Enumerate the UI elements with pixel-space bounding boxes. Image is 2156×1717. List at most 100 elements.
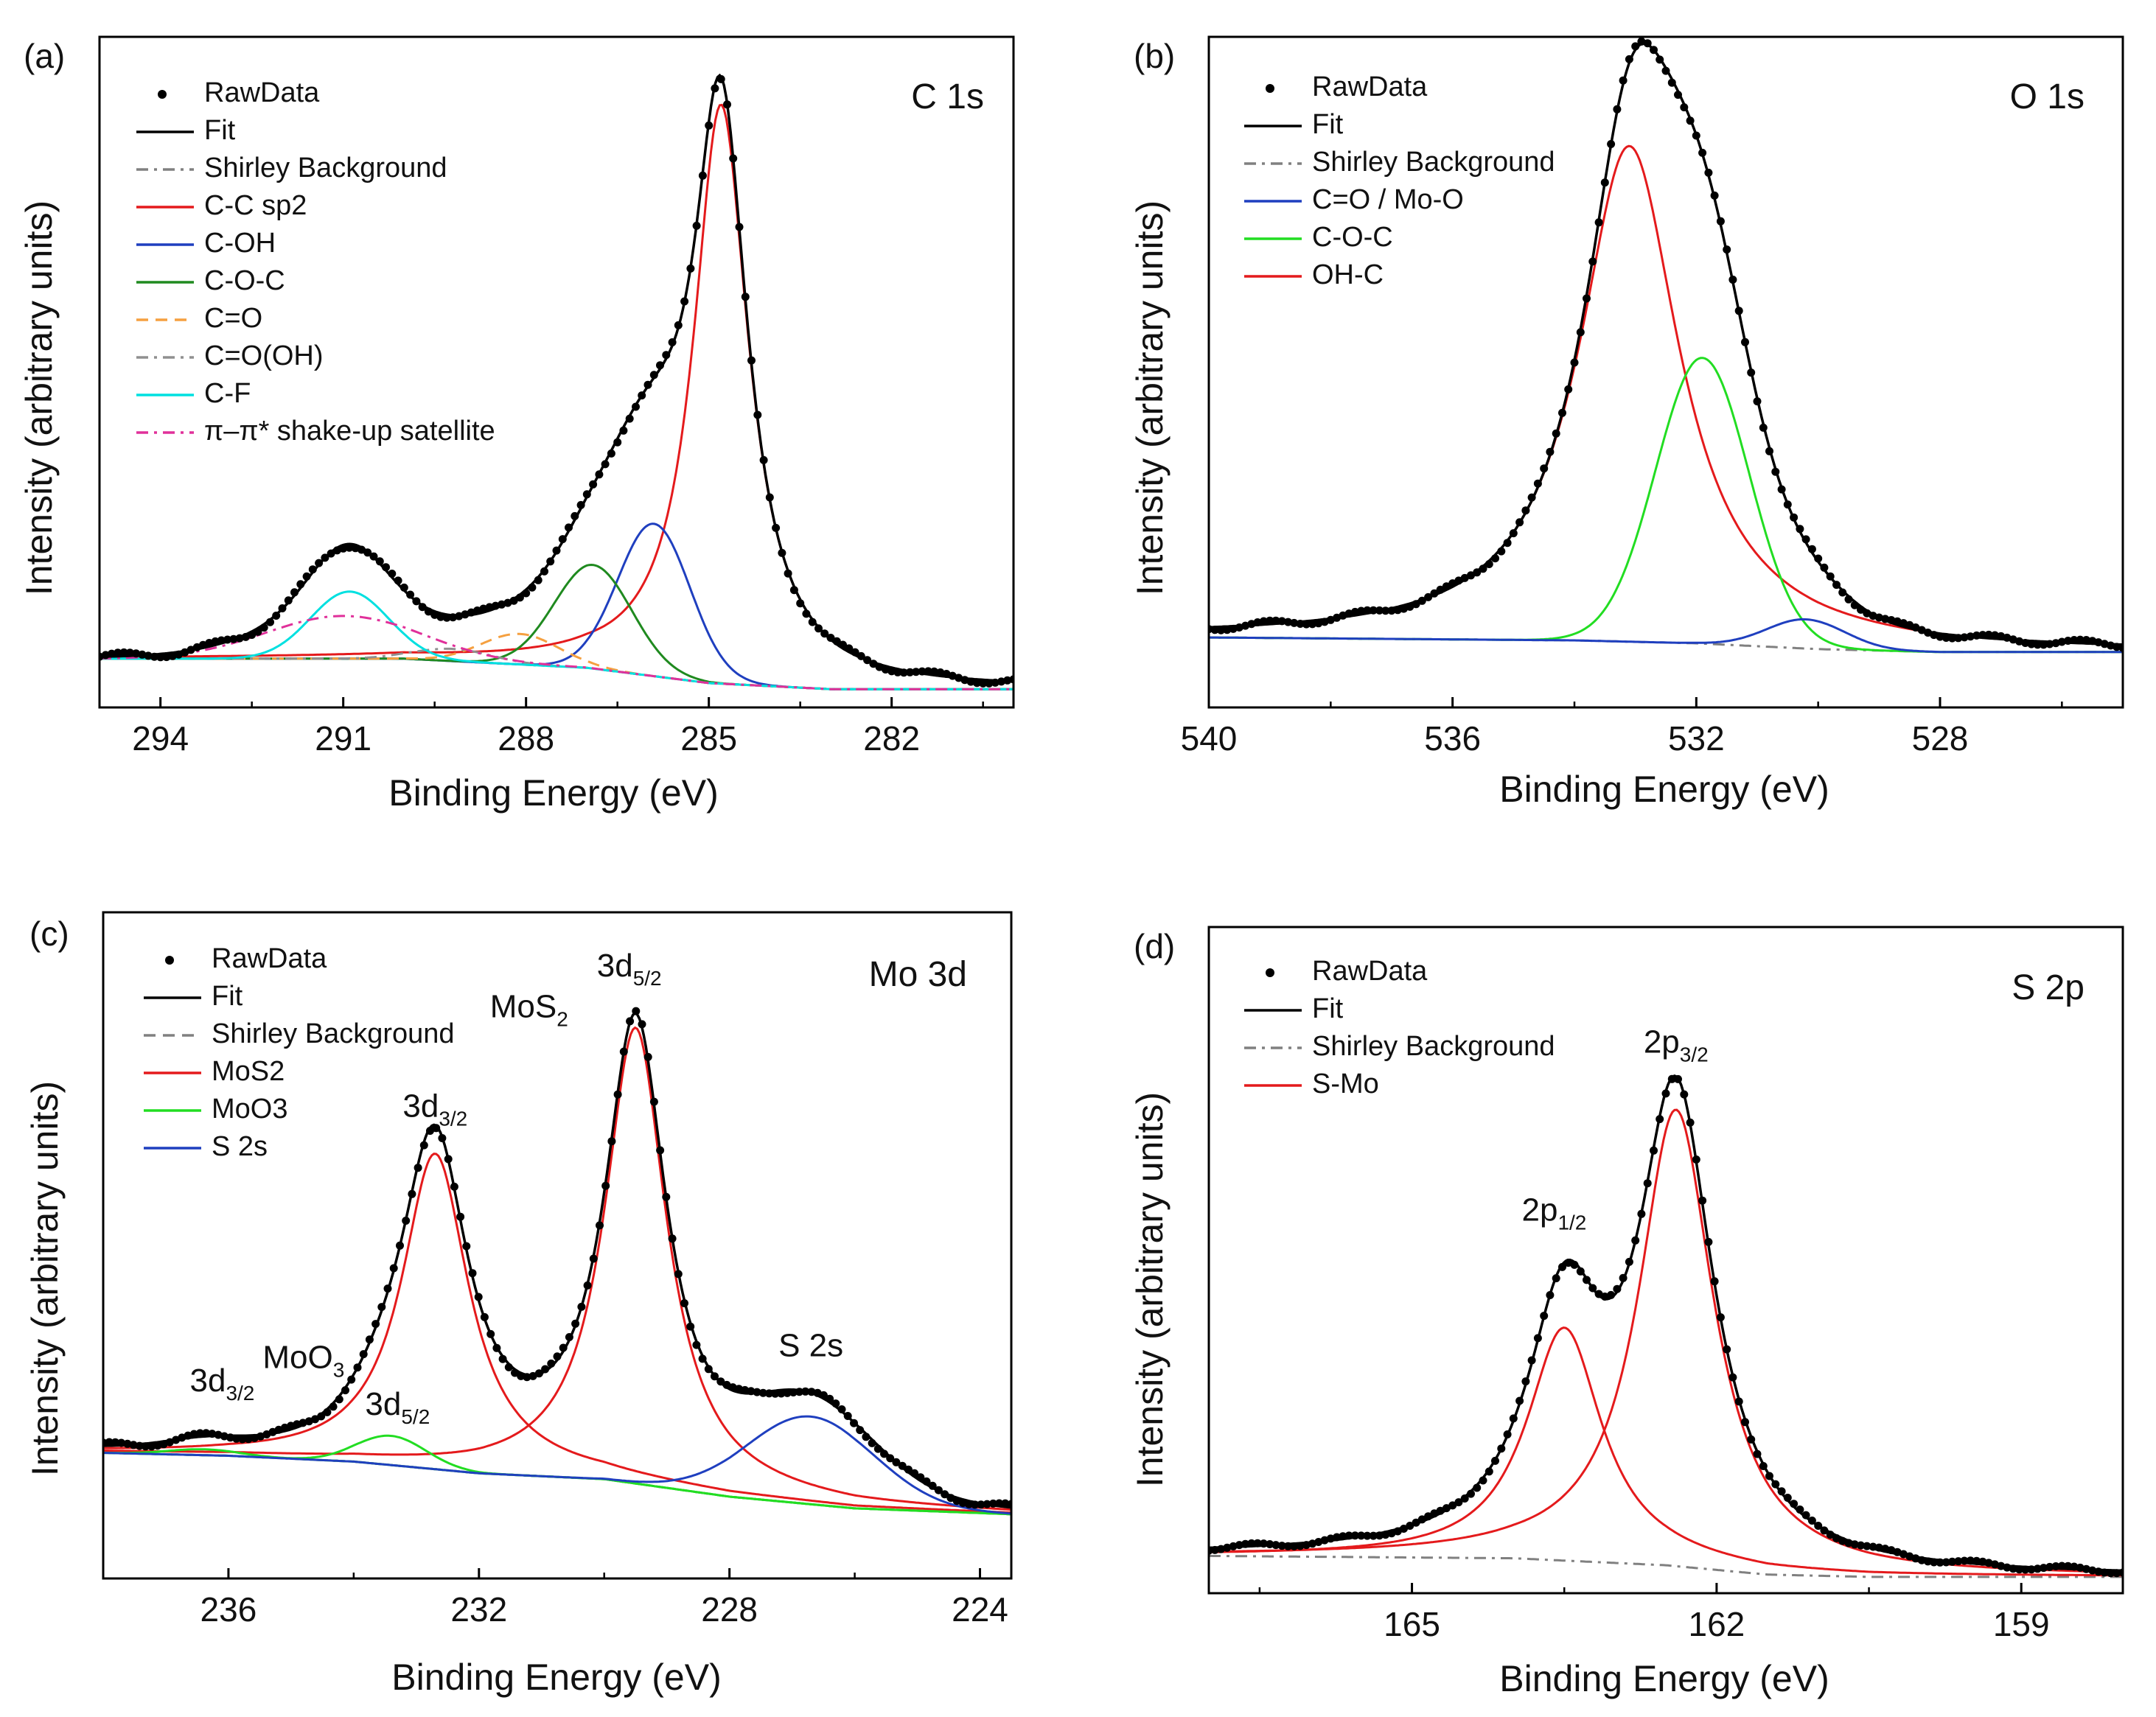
raw-data-point (208, 1430, 217, 1438)
raw-data-point (1387, 606, 1396, 615)
raw-data-point (886, 1454, 895, 1463)
raw-data-point (1972, 631, 1981, 640)
raw-data-point (1503, 539, 1512, 548)
raw-data-point (217, 636, 226, 645)
raw-data-point (1911, 1554, 1920, 1563)
raw-data-point (382, 563, 390, 572)
raw-data-point (1972, 1556, 1981, 1565)
raw-data-point (119, 648, 128, 657)
raw-data-point (656, 1146, 665, 1155)
raw-data-point (1930, 631, 1939, 640)
legend-item-fit: Fit (1244, 109, 1344, 140)
annotation-main: MoO (262, 1340, 332, 1376)
raw-data-point (290, 588, 299, 597)
raw-data-point (928, 1481, 937, 1490)
raw-data-point (716, 1377, 725, 1386)
raw-data-point (1363, 606, 1372, 615)
raw-data-point (582, 490, 591, 499)
raw-data-point (1594, 1290, 1603, 1298)
raw-data-point (565, 1333, 573, 1341)
raw-data-point (892, 1458, 901, 1466)
raw-data-point (1491, 1456, 1499, 1465)
raw-data-point (643, 380, 652, 389)
raw-data-point (1850, 1540, 1859, 1549)
raw-data-point (377, 1303, 386, 1312)
raw-data-point (1807, 1517, 1816, 1525)
raw-data-point (1497, 547, 1506, 556)
raw-data-point (686, 1322, 695, 1331)
raw-data-point (1643, 1179, 1652, 1188)
component-line-c-o-c (1209, 357, 2123, 654)
raw-data-point (347, 1375, 356, 1384)
plot-frame (1207, 926, 2124, 1595)
raw-data-point (1826, 1531, 1835, 1539)
fit-line (103, 1011, 1011, 1509)
annotation-main: 3d (402, 1088, 439, 1125)
raw-data-point (111, 1438, 119, 1447)
component-line-c-o-mo-o (1209, 618, 2123, 654)
raw-data-point (388, 570, 397, 578)
raw-data-point (1656, 55, 1664, 64)
raw-data-point (2088, 637, 2097, 646)
raw-data-point (351, 544, 360, 553)
raw-data-point (1491, 554, 1499, 563)
raw-data-point (2100, 640, 2109, 648)
raw-data-point (705, 121, 714, 130)
raw-data-point (1546, 1291, 1555, 1299)
raw-data-point (1997, 632, 2006, 640)
raw-data-point (1473, 568, 1482, 577)
raw-data-point (408, 1189, 416, 1198)
raw-data-point (232, 1434, 241, 1443)
raw-data-point (1381, 606, 1390, 615)
raw-data-point (2082, 1564, 2090, 1573)
legend-label: RawData (1312, 956, 1428, 987)
raw-data-point (922, 1477, 931, 1486)
plot-frame (98, 35, 1015, 709)
raw-data-point (214, 1430, 223, 1439)
raw-data-point (1820, 1526, 1829, 1535)
plot-area (1209, 37, 2123, 654)
raw-data-point (1844, 1539, 1853, 1548)
raw-data-point (795, 1388, 803, 1396)
raw-data-point (1308, 1539, 1316, 1548)
peak-annotation: 3d3/2 (189, 1363, 254, 1405)
raw-data-point (1881, 1545, 1890, 1553)
raw-data-point (2057, 1562, 2066, 1570)
raw-data-point (394, 576, 402, 585)
raw-data-point (1948, 1557, 1956, 1566)
raw-data-point (1290, 618, 1299, 627)
raw-data-point (1001, 1499, 1010, 1508)
raw-data-point (906, 668, 914, 676)
annotation-subscript: 5/2 (401, 1405, 430, 1428)
raw-data-point (1210, 1545, 1219, 1554)
peak-annotation: S 2s (778, 1328, 843, 1364)
raw-data-point (832, 637, 841, 646)
raw-data-point (747, 356, 756, 365)
raw-data-point (2040, 640, 2048, 649)
peak-annotation: 2p1/2 (1521, 1192, 1586, 1234)
raw-data-point (692, 1340, 701, 1349)
raw-data-point (1442, 582, 1451, 591)
raw-data-point (753, 1388, 761, 1396)
x-tick-label: 236 (200, 1590, 257, 1629)
raw-data-point (843, 1412, 852, 1420)
raw-data-point (991, 678, 999, 687)
raw-data-point (1583, 1276, 1591, 1284)
raw-data-point (1460, 1494, 1469, 1503)
legend-label: RawData (204, 77, 320, 108)
legend-marker (165, 956, 174, 965)
raw-data-point (638, 1020, 646, 1029)
raw-data-point (335, 1395, 343, 1404)
raw-data-point (2094, 1567, 2103, 1576)
raw-data-point (540, 567, 548, 576)
peak-annotation: 3d5/2 (597, 948, 662, 990)
raw-data-point (680, 1299, 688, 1307)
raw-data-point (1527, 1356, 1536, 1365)
raw-data-point (205, 639, 214, 647)
raw-data-point (2003, 633, 2012, 642)
raw-data-point (1747, 1435, 1756, 1444)
raw-data-point (1966, 632, 1975, 641)
raw-data-point (1723, 245, 1731, 254)
raw-data-point (686, 264, 695, 273)
raw-data-point (1229, 624, 1238, 633)
